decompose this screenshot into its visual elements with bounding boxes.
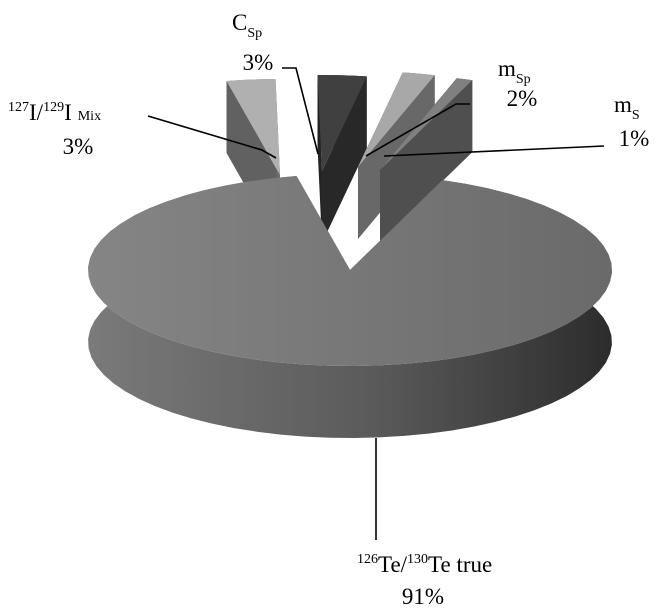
slice-top-msp (358, 72, 435, 167)
slice-top-te (88, 176, 612, 366)
pie-slice-ms (380, 78, 473, 242)
slice-wall-a-csp (317, 75, 322, 243)
label-msp: mSp (498, 56, 531, 87)
slice-top-csp (317, 75, 367, 171)
leader-line-ms (383, 145, 605, 157)
pie-slice-csp (317, 75, 367, 243)
leader-lines (147, 67, 605, 540)
label-csp: CSp (232, 10, 262, 41)
pct-i: 3% (63, 134, 94, 159)
pie-slices (88, 72, 612, 438)
slice-wall-b-csp (322, 76, 367, 243)
pct-msp: 2% (507, 86, 538, 111)
leader-line-csp (282, 67, 319, 155)
slice-labels: 126Te/130Te true 91% 127I/129I Mix 3% CSp… (8, 10, 649, 609)
slice-top-ms (380, 78, 473, 170)
pct-csp: 3% (243, 50, 274, 75)
pct-te: 91% (402, 584, 444, 609)
pct-ms: 1% (619, 126, 650, 151)
leader-line-msp (365, 103, 470, 157)
label-ms: mS (614, 92, 640, 123)
pie-slice-te (88, 176, 612, 438)
leader-line-i (147, 115, 277, 159)
slice-wall-b-ms (380, 80, 473, 242)
slice-top-i (226, 79, 280, 175)
label-te: 126Te/130Te true (357, 552, 492, 577)
label-i: 127I/129I Mix (8, 100, 101, 125)
